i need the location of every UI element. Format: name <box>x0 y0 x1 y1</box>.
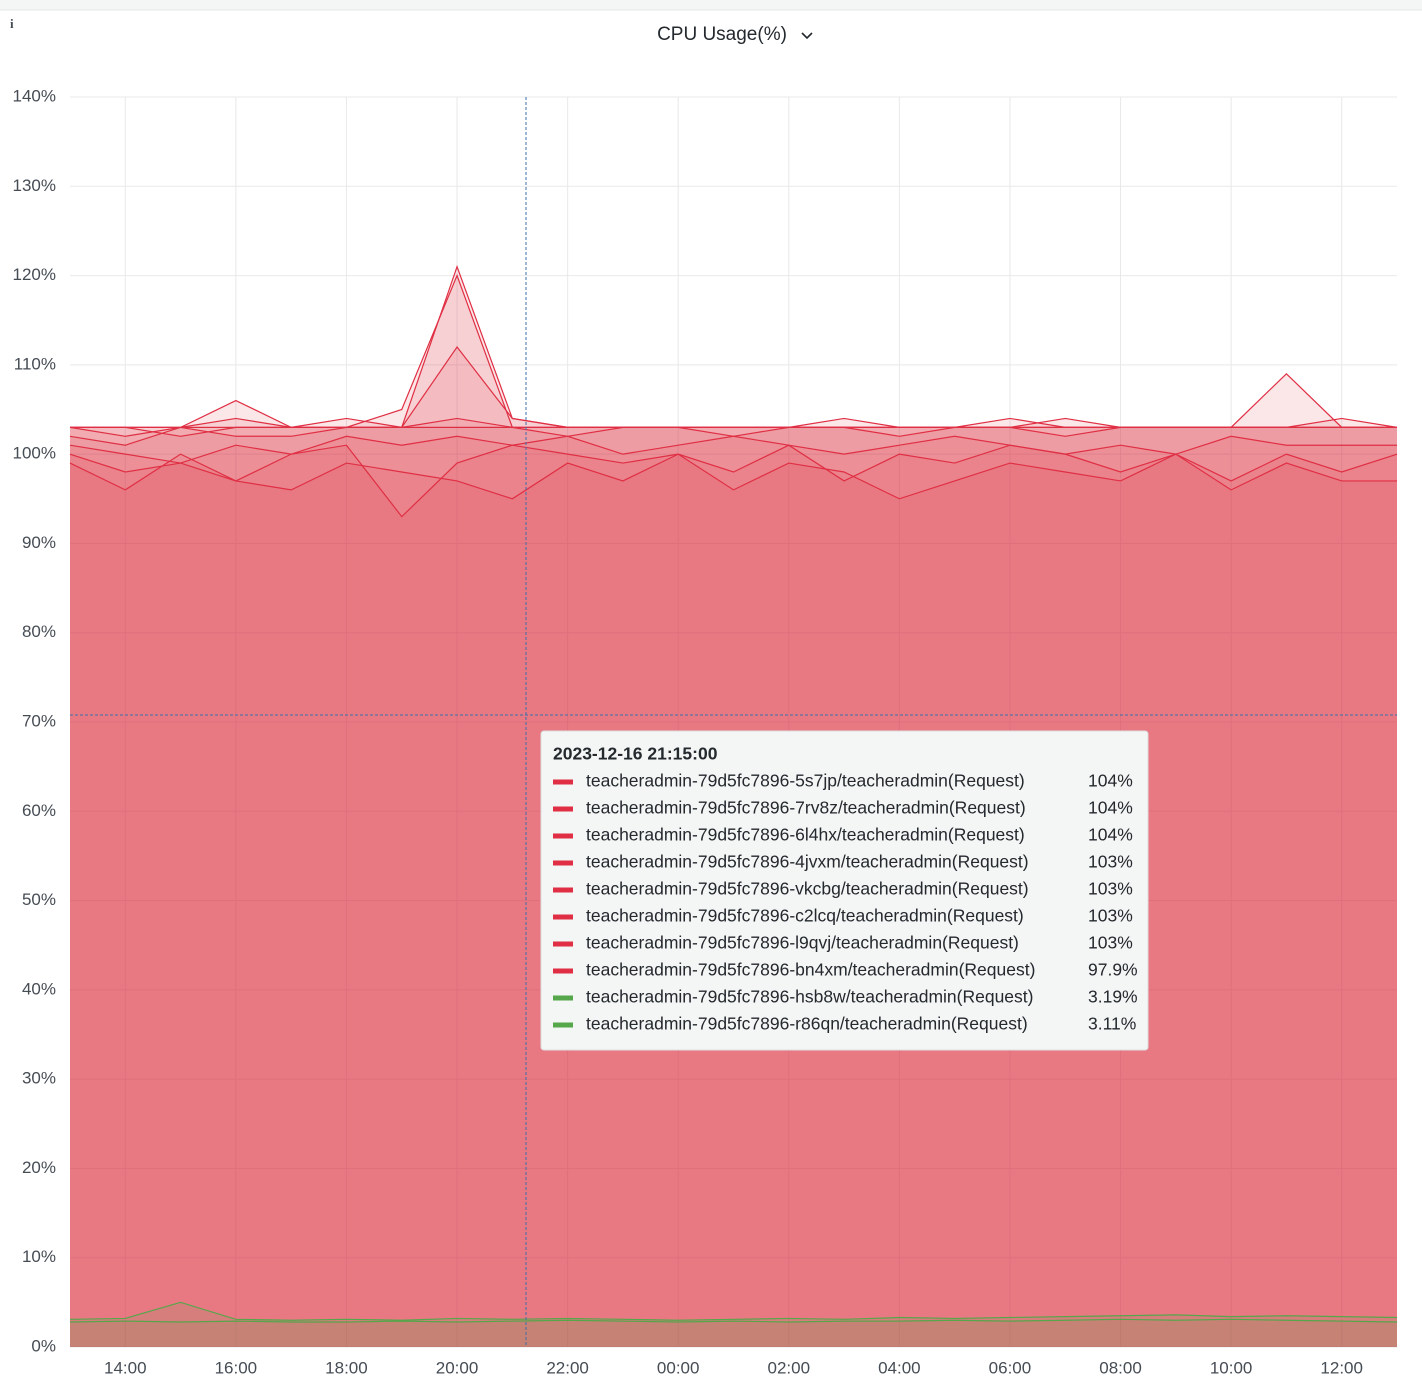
tooltip-value: 97.9% <box>1088 960 1138 980</box>
tooltip-series-name: teacheradmin-79d5fc7896-bn4xm/teacheradm… <box>586 960 1035 980</box>
y-tick-label: 70% <box>22 711 56 730</box>
tooltip-series-name: teacheradmin-79d5fc7896-6l4hx/teacheradm… <box>586 825 1025 845</box>
tooltip-swatch <box>553 806 573 812</box>
top-bar <box>0 0 1422 10</box>
tooltip-swatch <box>553 860 573 866</box>
tooltip-swatch <box>553 914 573 920</box>
series-line <box>69 1318 1398 1323</box>
tooltip-value: 103% <box>1088 879 1133 899</box>
series-area <box>70 1319 1397 1347</box>
x-tick-label: 20:00 <box>436 1358 479 1377</box>
x-tick-label: 00:00 <box>657 1358 700 1377</box>
tooltip-swatch <box>553 1022 573 1028</box>
tooltip-series-name: teacheradmin-79d5fc7896-hsb8w/teacheradm… <box>586 987 1033 1007</box>
y-tick-label: 130% <box>13 176 56 195</box>
x-tick-label: 10:00 <box>1210 1358 1253 1377</box>
x-tick-label: 12:00 <box>1320 1358 1363 1377</box>
y-tick-label: 0% <box>31 1336 56 1355</box>
y-tick-label: 140% <box>13 86 56 105</box>
tooltip-series-name: teacheradmin-79d5fc7896-4jvxm/teacheradm… <box>586 852 1029 872</box>
tooltip-series-name: teacheradmin-79d5fc7896-vkcbg/teacheradm… <box>586 879 1029 899</box>
tooltip-value: 103% <box>1088 933 1133 953</box>
tooltip-series-name: teacheradmin-79d5fc7896-7rv8z/teacheradm… <box>586 798 1026 818</box>
x-tick-label: 14:00 <box>104 1358 147 1377</box>
tooltip-series-name: teacheradmin-79d5fc7896-l9qvj/teacheradm… <box>586 933 1019 953</box>
y-tick-label: 90% <box>22 533 56 552</box>
y-tick-label: 120% <box>13 265 56 284</box>
tooltip-swatch <box>553 995 573 1001</box>
tooltip-swatch <box>553 968 573 974</box>
series-line <box>69 1301 1398 1321</box>
tooltip-value: 103% <box>1088 906 1133 926</box>
x-tick-label: 02:00 <box>768 1358 811 1377</box>
x-tick-label: 18:00 <box>325 1358 368 1377</box>
chart-title[interactable]: CPU Usage(%) <box>657 24 787 45</box>
tooltip-swatch <box>553 887 573 893</box>
tooltip-value: 104% <box>1088 771 1133 791</box>
series-line <box>70 264 1397 428</box>
y-tick-label: 40% <box>22 979 56 998</box>
tooltip: 2023-12-16 21:15:00 teacheradmin-79d5fc7… <box>540 730 1149 1051</box>
y-tick-label: 60% <box>22 801 56 820</box>
tooltip-box <box>540 730 1149 1051</box>
tooltip-series-name: teacheradmin-79d5fc7896-c2lcq/teacheradm… <box>586 906 1024 926</box>
x-tick-label: 16:00 <box>215 1358 258 1377</box>
series-line <box>70 273 1398 428</box>
x-tick-label: 22:00 <box>546 1358 589 1377</box>
tooltip-time: 2023-12-16 21:15:00 <box>553 744 718 764</box>
tooltip-series-name: teacheradmin-79d5fc7896-5s7jp/teacheradm… <box>586 771 1025 791</box>
series-area <box>70 1302 1397 1347</box>
tooltip-swatch <box>553 941 573 947</box>
x-tick-label: 08:00 <box>1099 1358 1142 1377</box>
y-tick-label: 10% <box>22 1247 56 1266</box>
tooltip-value: 104% <box>1088 825 1133 845</box>
title-chevron[interactable] <box>801 32 813 40</box>
tooltip-value: 104% <box>1088 798 1133 818</box>
x-tick-label: 04:00 <box>878 1358 921 1377</box>
tooltip-swatch <box>553 833 573 839</box>
y-tick-label: 20% <box>22 1158 56 1177</box>
tooltip-value: 3.11% <box>1088 1014 1136 1034</box>
tooltip-value: 103% <box>1088 852 1133 872</box>
y-tick-label: 100% <box>13 444 56 463</box>
info-icon[interactable]: i <box>10 16 14 31</box>
y-tick-label: 80% <box>22 622 56 641</box>
tooltip-swatch <box>553 779 573 785</box>
x-tick-label: 06:00 <box>989 1358 1032 1377</box>
tooltip-series-name: teacheradmin-79d5fc7896-r86qn/teacheradm… <box>586 1014 1028 1034</box>
y-tick-label: 30% <box>22 1069 56 1088</box>
y-tick-label: 110% <box>14 354 56 373</box>
y-tick-label: 50% <box>22 890 56 909</box>
tooltip-value: 3.19% <box>1088 987 1138 1007</box>
series-line <box>69 453 1397 500</box>
